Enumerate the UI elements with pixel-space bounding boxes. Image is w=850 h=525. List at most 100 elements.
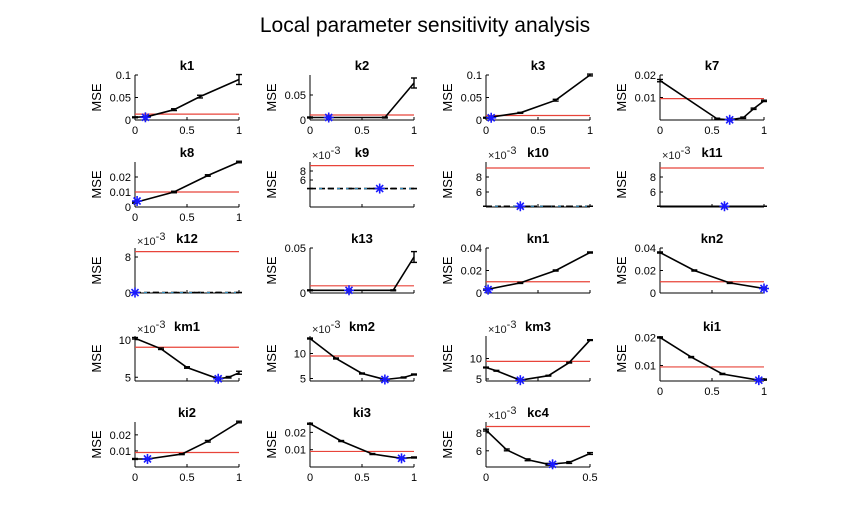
y-tick-label: 5: [300, 374, 306, 386]
subplot-title: km2: [349, 319, 375, 334]
subplot-k10: k10 ×10-3 MSE 6 8: [440, 145, 593, 212]
y-tick-label: 10: [470, 354, 482, 366]
subplot-k3: k3 MSE 0 0.05 0.1 0 0.5 1: [440, 58, 593, 137]
y-tick-label: 0.1: [116, 70, 131, 82]
subplot-title: k8: [180, 145, 194, 160]
y-tick-label: 8: [125, 252, 131, 264]
optimum-star-stroke: [484, 285, 493, 294]
optimum-marker: [130, 287, 140, 298]
y-tick-label: 8: [300, 166, 306, 178]
subplot-title: k2: [355, 58, 369, 73]
y-tick-label: 6: [300, 175, 306, 187]
mse-curve: [134, 161, 240, 204]
x-tick-label: 0: [132, 472, 138, 484]
y-tick-label: 0.02: [110, 430, 131, 442]
optimum-marker: [132, 196, 143, 206]
y-tick-label: 0.02: [461, 266, 482, 278]
x-tick-label: 0: [483, 472, 489, 484]
y-axis-label: MSE: [440, 83, 455, 112]
y-tick-label: 0.01: [285, 445, 306, 457]
axis-multiplier: ×10-3: [312, 145, 340, 162]
subplot-title: km3: [525, 319, 551, 334]
y-axis-label: MSE: [264, 83, 279, 112]
optimum-star-stroke: [516, 202, 525, 211]
y-axis-label: MSE: [264, 430, 279, 459]
y-tick-label: 10: [294, 349, 306, 361]
optimum-marker: [759, 283, 769, 294]
axis-multiplier: ×10-3: [312, 319, 340, 336]
x-tick-label: 0: [657, 386, 663, 398]
y-tick-label: 0.05: [110, 93, 131, 105]
x-tick-label: 0: [657, 125, 663, 137]
y-tick-label: 6: [476, 187, 482, 199]
optimum-star-stroke: [133, 196, 142, 206]
optimum-marker: [486, 112, 497, 123]
x-tick-label: 0.5: [582, 472, 597, 484]
optimum-star-stroke: [725, 115, 734, 124]
optimum-star-stroke: [548, 460, 557, 469]
y-tick-label: 0: [125, 288, 131, 300]
subplot-ki3: ki3 MSE 0.01 0.02 0 0.5 1: [264, 405, 417, 484]
x-tick-label: 0.5: [354, 125, 369, 137]
y-axis-label: MSE: [614, 170, 629, 199]
y-axis-label: MSE: [89, 83, 104, 112]
y-axis-label: MSE: [264, 256, 279, 285]
subplot-title: kn2: [701, 231, 723, 246]
x-tick-label: 1: [236, 472, 242, 484]
optimum-marker: [323, 112, 334, 123]
y-axis-label: MSE: [614, 256, 629, 285]
subplot-k7: k7 MSE 0.01 0.02 0 0.5 1: [614, 58, 767, 137]
y-tick-label: 0.05: [285, 243, 306, 255]
x-tick-label: 1: [587, 125, 593, 137]
y-tick-label: 10: [119, 335, 131, 347]
subplot-title: k9: [355, 145, 369, 160]
optimum-marker: [483, 284, 494, 295]
y-tick-label: 0.01: [635, 361, 656, 373]
subplot-title: ki1: [703, 319, 721, 334]
subplot-title: k12: [176, 231, 198, 246]
x-tick-label: 0.5: [530, 125, 545, 137]
mse-curve: [485, 339, 591, 382]
optimum-marker: [515, 375, 526, 386]
axis-multiplier: ×10-3: [137, 319, 165, 336]
x-tick-label: 1: [236, 212, 242, 224]
subplot-k2: k2 MSE 0 0.05 0 0.5 1: [264, 58, 417, 137]
optimum-marker: [515, 201, 526, 212]
x-tick-label: 1: [411, 472, 417, 484]
optimum-star-stroke: [130, 288, 140, 297]
optimum-marker: [142, 453, 153, 464]
optimum-star-stroke: [516, 376, 525, 385]
subplot-kn2: kn2 MSE 0 0.02 0.04: [614, 231, 769, 300]
subplot-title: ki3: [353, 405, 371, 420]
axis-multiplier: ×10-3: [488, 405, 516, 422]
optimum-marker: [140, 112, 151, 123]
optimum-star-stroke: [344, 286, 354, 295]
x-tick-label: 0.5: [354, 472, 369, 484]
subplot-k11: k11 ×10-3 MSE 6 8: [614, 145, 767, 212]
subplot-k12: k12 ×10-3 MSE 0 8: [89, 231, 242, 300]
mse-curve: [659, 336, 765, 382]
figure-title: Local parameter sensitivity analysis: [259, 14, 591, 37]
optimum-star-stroke: [375, 184, 384, 193]
y-tick-label: 0: [476, 115, 482, 127]
optimum-marker: [396, 453, 407, 464]
mse-curve: [309, 423, 415, 460]
y-tick-label: 0.04: [461, 243, 482, 255]
subplot-k13: k13 MSE 0 0.05: [264, 231, 417, 300]
optimum-star-stroke: [143, 454, 152, 464]
y-tick-label: 8: [476, 428, 482, 440]
x-tick-label: 0: [307, 472, 313, 484]
y-tick-label: 0: [476, 288, 482, 300]
y-tick-label: 0.02: [635, 70, 656, 82]
y-axis-label: MSE: [440, 430, 455, 459]
optimum-star-stroke: [141, 113, 150, 122]
y-tick-label: 0: [300, 115, 306, 127]
optimum-star-stroke: [759, 284, 769, 293]
y-axis-label: MSE: [264, 344, 279, 373]
y-axis-label: MSE: [89, 344, 104, 373]
y-tick-label: 0.02: [635, 332, 656, 344]
optimum-star-stroke: [487, 113, 496, 122]
mse-curve: [310, 256, 415, 292]
subplot-title: k10: [527, 145, 549, 160]
y-tick-label: 0.04: [635, 243, 656, 255]
